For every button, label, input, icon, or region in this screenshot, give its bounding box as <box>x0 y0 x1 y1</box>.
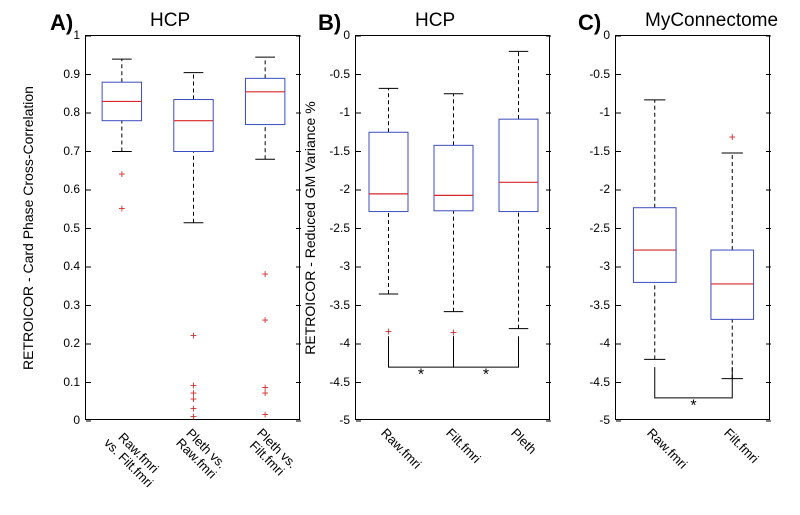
ytick-label: -1 <box>315 105 350 119</box>
ytick-label: 0.6 <box>45 182 80 196</box>
ytick-label: 0.8 <box>45 105 80 119</box>
ytick-label: -5 <box>575 413 610 427</box>
svg-text:+: + <box>262 386 269 400</box>
panel-a-ylabel: RETROICOR - Card Phase Cross-Correlation <box>20 86 36 370</box>
ytick-label: 0.9 <box>45 67 80 81</box>
panel-b-title: HCP <box>415 10 455 32</box>
ytick-label: -2.5 <box>315 221 350 235</box>
ytick-label: 0.1 <box>45 375 80 389</box>
ytick-label: -3 <box>315 259 350 273</box>
panel-b: ++** <box>355 35 550 420</box>
svg-text:+: + <box>118 167 125 181</box>
xtick-label: Raw.fmri vs. Filt.fmri <box>101 426 166 491</box>
ytick-label: 1 <box>45 28 80 42</box>
xtick-label: Pleth <box>507 426 538 457</box>
xtick-label: Filt.fmri <box>721 426 761 466</box>
svg-text:+: + <box>190 328 197 342</box>
panel-a-title: HCP <box>150 10 190 32</box>
ytick-label: 0 <box>575 28 610 42</box>
svg-text:+: + <box>262 267 269 281</box>
ytick-label: -5 <box>315 413 350 427</box>
ytick-label: 0.2 <box>45 336 80 350</box>
xtick-label: Pleth vs. Raw.fmri <box>172 426 228 482</box>
panel-c-title: MyConnectome <box>645 10 778 32</box>
ytick-label: -3.5 <box>575 298 610 312</box>
figure: A) B) C) HCP HCP MyConnectome ++++++++++… <box>0 0 800 515</box>
ytick-label: -2 <box>315 182 350 196</box>
ytick-label: -3.5 <box>315 298 350 312</box>
ytick-label: 0 <box>315 28 350 42</box>
ytick-label: -1.5 <box>575 144 610 158</box>
ytick-label: -4.5 <box>575 375 610 389</box>
xtick-label: Pleth vs. Filt.fmri <box>244 426 299 481</box>
ytick-label: 0.4 <box>45 259 80 273</box>
svg-text:*: * <box>690 397 696 414</box>
ytick-label: -4.5 <box>315 375 350 389</box>
ytick-label: 0.5 <box>45 221 80 235</box>
ytick-label: 0.3 <box>45 298 80 312</box>
svg-text:*: * <box>483 367 489 384</box>
ytick-label: 0 <box>45 413 80 427</box>
ytick-label: 0.7 <box>45 144 80 158</box>
ytick-label: -2.5 <box>575 221 610 235</box>
svg-text:+: + <box>262 313 269 327</box>
svg-text:*: * <box>418 367 424 384</box>
ytick-label: -4 <box>315 336 350 350</box>
ytick-label: -1 <box>575 105 610 119</box>
svg-text:+: + <box>118 201 125 215</box>
xtick-label: Raw.fmri <box>644 426 690 472</box>
panel-a: +++++++++++++ <box>85 35 300 420</box>
svg-text:+: + <box>729 130 736 144</box>
ytick-label: -1.5 <box>315 144 350 158</box>
xtick-label: Filt.fmri <box>442 426 482 466</box>
ytick-label: -3 <box>575 259 610 273</box>
ytick-label: -0.5 <box>315 67 350 81</box>
ytick-label: -0.5 <box>575 67 610 81</box>
ytick-label: -2 <box>575 182 610 196</box>
svg-text:+: + <box>190 409 197 423</box>
xtick-label: Raw.fmri <box>377 426 423 472</box>
svg-text:+: + <box>262 407 269 421</box>
panel-c: +* <box>615 35 770 420</box>
ytick-label: -4 <box>575 336 610 350</box>
